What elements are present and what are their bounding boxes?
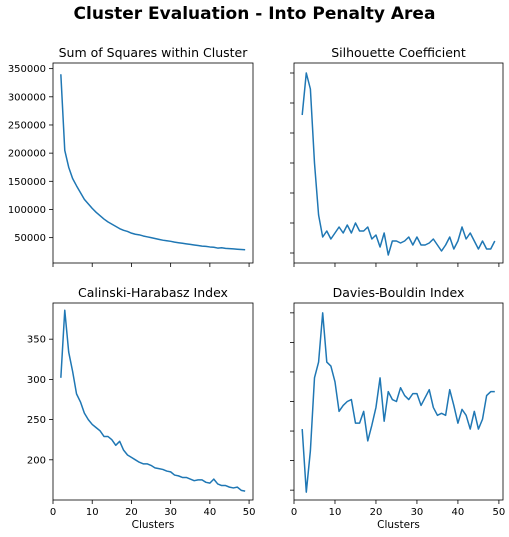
y-tick-label: 350000 <box>8 64 46 75</box>
x-tick-label: 50 <box>243 507 256 518</box>
y-tick-label: 300000 <box>8 92 46 103</box>
x-tick-label: 10 <box>86 507 99 518</box>
subplot-title: Silhouette Coefficient <box>331 45 466 60</box>
x-tick-label: 20 <box>370 507 383 518</box>
x-tick-label: 20 <box>125 507 138 518</box>
x-tick-label: 30 <box>411 507 424 518</box>
series-line <box>60 309 246 492</box>
x-tick-label: 0 <box>291 507 297 518</box>
subplot-title: Calinski-Harabasz Index <box>78 285 228 300</box>
series-line <box>60 74 246 251</box>
plot-frame <box>52 62 254 264</box>
y-tick-label: 350 <box>27 335 46 346</box>
y-tick-label: 250000 <box>8 120 46 131</box>
plot-frame <box>52 302 254 501</box>
y-tick-label: 300 <box>27 375 46 386</box>
y-tick-label: 100000 <box>8 205 46 216</box>
x-tick-label: 40 <box>203 507 216 518</box>
x-tick-label: 10 <box>329 507 342 518</box>
x-tick-label: 40 <box>452 507 465 518</box>
y-tick-label: 200 <box>27 455 46 466</box>
plot-frame <box>293 62 504 264</box>
figure-title: Cluster Evaluation - Into Penalty Area <box>73 4 436 24</box>
x-axis-label: Clusters <box>132 519 175 531</box>
series-line <box>301 72 496 256</box>
series-line <box>301 312 495 493</box>
x-tick-label: 50 <box>493 507 506 518</box>
y-tick-label: 150000 <box>8 177 46 188</box>
y-tick-label: 200000 <box>8 149 46 160</box>
subplot-title: Davies-Bouldin Index <box>333 285 465 300</box>
x-axis-label: Clusters <box>377 519 420 531</box>
x-tick-label: 0 <box>50 507 56 518</box>
plot-frame <box>293 302 504 501</box>
x-tick-label: 30 <box>164 507 177 518</box>
subplot-title: Sum of Squares within Cluster <box>59 45 249 60</box>
y-tick-label: 250 <box>27 415 46 426</box>
y-tick-label: 50000 <box>14 233 46 244</box>
